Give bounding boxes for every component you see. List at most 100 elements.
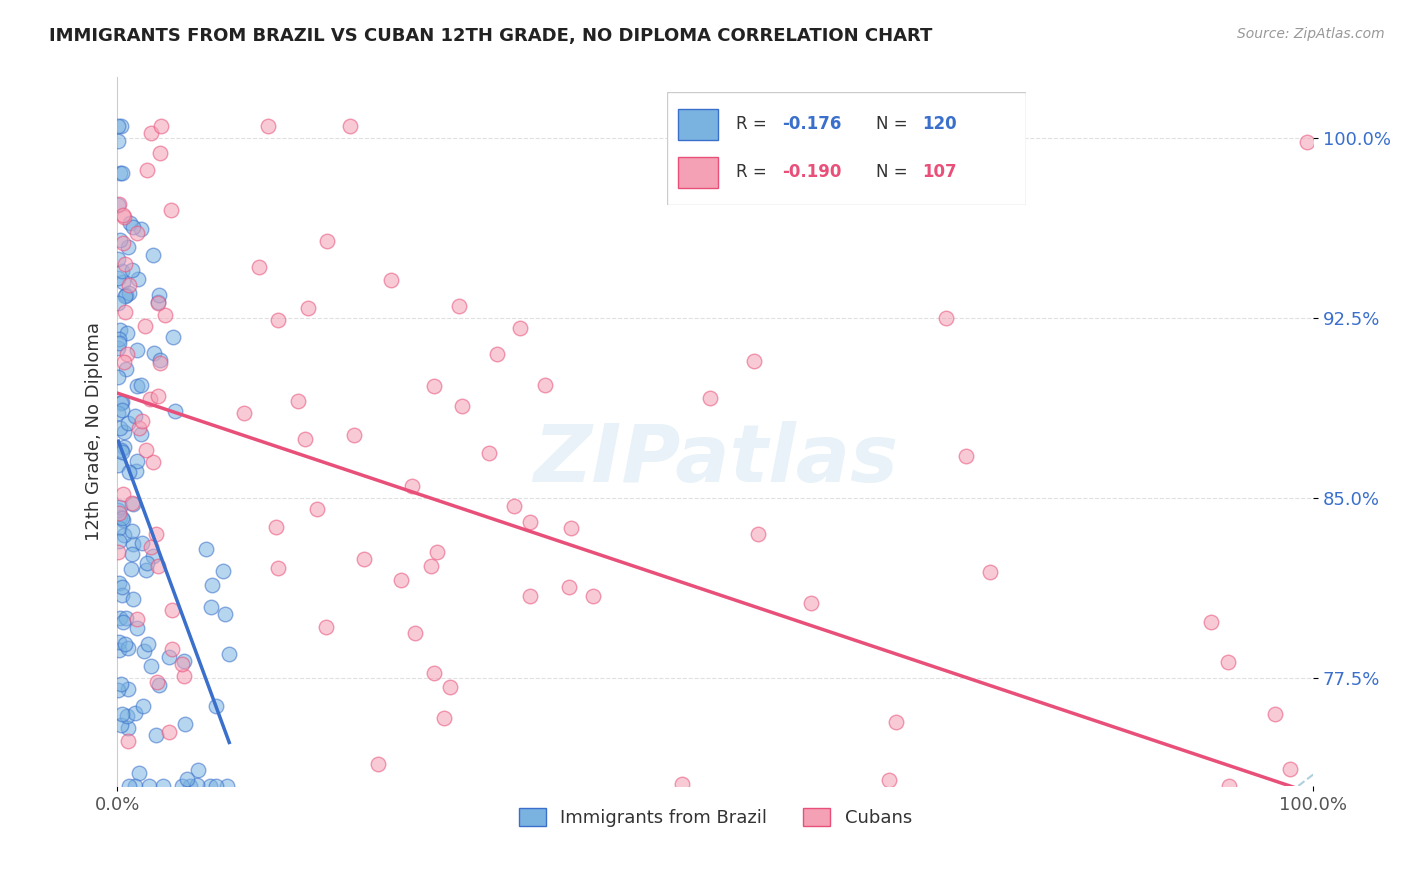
Point [146,559,169,574]
Point [107,533,129,548]
Point [107,683,129,698]
Point [699,391,721,405]
Point [110,677,132,691]
Point [176,772,198,787]
Point [886,715,908,730]
Point [136,637,159,651]
Point [157,649,180,664]
Point [174,717,197,731]
Point [135,563,157,577]
Point [117,721,139,735]
Point [1199,615,1222,629]
Point [108,332,131,346]
Point [124,780,146,794]
Point [139,540,162,554]
Point [108,521,131,535]
Point [127,226,149,240]
Point [877,773,900,788]
Point [148,678,170,692]
Point [118,780,141,794]
Point [142,247,165,261]
Point [139,659,162,673]
Point [799,596,821,610]
Point [389,573,412,587]
Point [149,356,172,370]
Point [447,299,470,313]
Point [247,260,270,274]
Point [212,564,235,578]
Point [1278,762,1301,776]
Point [112,440,135,454]
Point [114,361,136,376]
Text: IMMIGRANTS FROM BRAZIL VS CUBAN 12TH GRADE, NO DIPLOMA CORRELATION CHART: IMMIGRANTS FROM BRAZIL VS CUBAN 12TH GRA… [49,27,932,45]
Point [112,425,135,439]
Point [134,319,156,334]
Point [111,208,134,222]
Point [112,236,135,251]
Point [115,288,138,302]
Point [153,308,176,322]
Point [142,345,165,359]
Point [112,354,135,368]
Point [316,234,339,248]
Point [114,257,136,271]
Point [114,528,136,542]
Point [422,666,444,681]
Point [107,503,129,517]
Point [353,552,375,566]
Point [148,389,170,403]
Point [342,428,364,442]
Point [160,603,183,617]
Text: Source: ZipAtlas.com: Source: ZipAtlas.com [1237,27,1385,41]
Point [111,487,134,501]
Point [266,313,288,327]
Point [509,320,531,334]
Point [111,511,134,525]
Point [120,562,142,576]
Point [108,167,131,181]
Point [112,210,135,224]
Point [267,560,290,574]
Point [1296,136,1319,150]
Point [139,126,162,140]
Point [138,392,160,407]
Point [215,780,238,794]
Point [145,674,167,689]
Point [111,275,134,289]
Point [558,580,581,594]
Point [111,589,134,603]
Point [160,202,183,217]
Point [127,454,149,468]
Point [127,272,149,286]
Y-axis label: 12th Grade, No Diploma: 12th Grade, No Diploma [86,323,103,541]
Point [433,711,456,725]
Point [1066,883,1088,892]
Point [107,545,129,559]
Point [121,592,143,607]
Point [110,395,132,409]
Point [111,402,134,417]
Point [107,335,129,350]
Point [187,763,209,777]
Point [134,644,156,658]
Point [111,706,134,721]
Point [118,465,141,479]
Point [111,264,134,278]
Point [117,240,139,254]
Point [204,780,226,794]
Point [107,341,129,355]
Point [112,615,135,629]
Point [107,197,129,211]
Point [111,445,134,459]
Point [142,455,165,469]
Point [111,513,134,527]
Point [437,831,460,846]
Text: ZIPatlas: ZIPatlas [533,421,898,500]
Point [129,221,152,235]
Point [110,443,132,458]
Point [205,699,228,714]
Point [955,449,977,463]
Point [173,654,195,668]
Point [173,669,195,683]
Point [138,780,160,794]
